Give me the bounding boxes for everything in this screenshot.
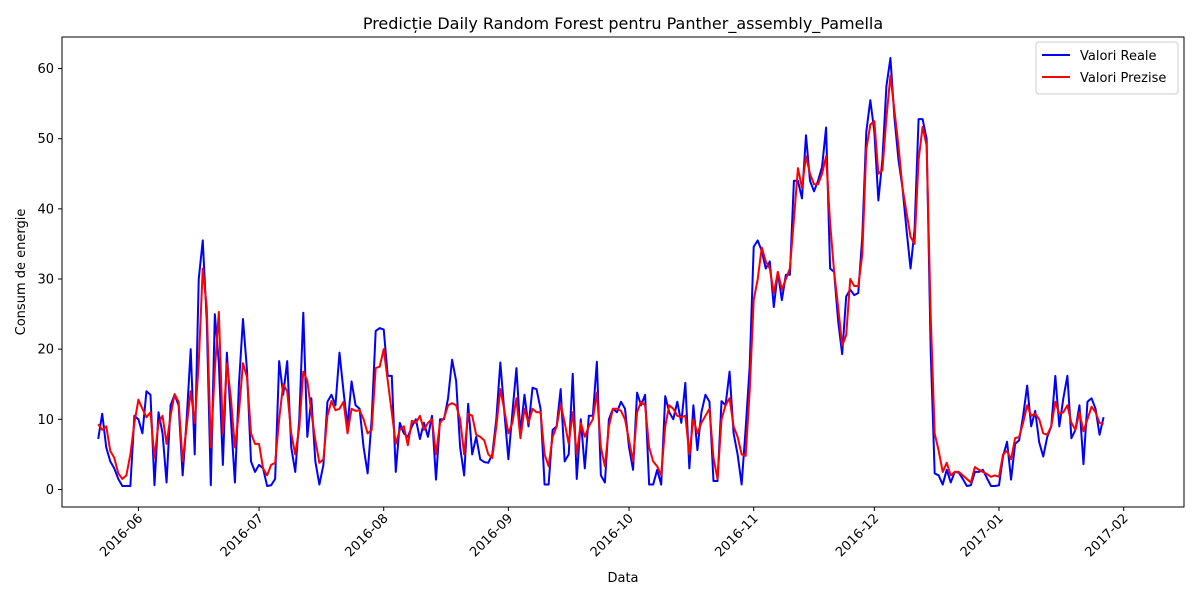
y-tick-label: 0 — [46, 483, 54, 498]
y-axis: 0 10 20 30 40 50 60 — [37, 62, 62, 498]
legend-frame — [1035, 41, 1179, 95]
y-tick-label: 10 — [37, 413, 54, 428]
y-tick-label: 30 — [37, 273, 54, 288]
x-axis-label: Data — [607, 571, 638, 586]
legend-label-valori-reale: Valori Reale — [1080, 49, 1157, 64]
plot-background — [62, 37, 1184, 507]
series-layer — [97, 57, 1105, 487]
y-tick-label: 50 — [37, 132, 54, 147]
chart-title: Predicție Daily Random Forest pentru Pan… — [363, 14, 883, 34]
y-axis-label: Consum de energie — [14, 209, 29, 336]
y-tick-label: 40 — [37, 202, 54, 217]
legend: Valori Reale Valori Prezise — [1035, 41, 1179, 95]
plot-frame — [61, 36, 1185, 508]
y-tick-label: 20 — [37, 343, 54, 358]
series-line-valori-prezise — [97, 74, 1104, 484]
series-line-valori-reale — [97, 57, 1105, 487]
y-tick-label: 60 — [37, 62, 54, 77]
plot-area — [61, 36, 1185, 508]
legend-label-valori-prezise: Valori Prezise — [1080, 71, 1166, 86]
